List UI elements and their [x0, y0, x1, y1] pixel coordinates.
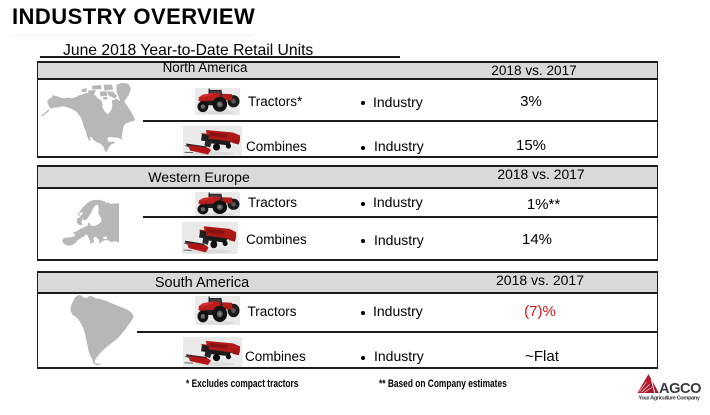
- svg-text:Your Agriculture Company: Your Agriculture Company: [638, 395, 700, 401]
- svg-text:AGCO: AGCO: [659, 381, 702, 397]
